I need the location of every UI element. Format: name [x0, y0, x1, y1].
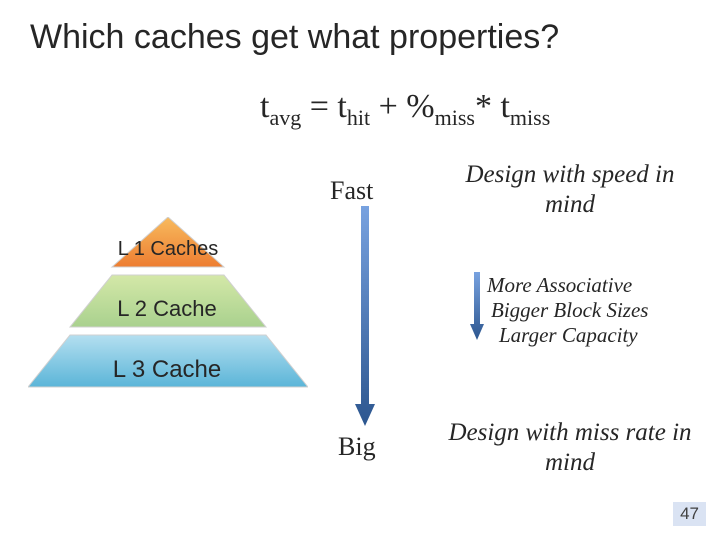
assoc-line-2: Bigger Block Sizes — [487, 298, 648, 323]
formula-miss1-sub: miss — [435, 105, 475, 130]
formula-tmiss-t: t — [500, 88, 509, 125]
formula-thit-t: t — [337, 88, 346, 125]
formula-miss2-sub: miss — [510, 105, 550, 130]
formula-plus: + — [370, 88, 406, 125]
associativity-list: More Associative Bigger Block Sizes Larg… — [487, 273, 648, 349]
assoc-line-3: Larger Capacity — [487, 323, 648, 348]
formula-avg-sub: avg — [269, 105, 301, 130]
design-miss-text: Design with miss rate in mind — [445, 418, 695, 478]
formula-pct: % — [406, 88, 434, 125]
formula-eq: = — [301, 88, 337, 125]
design-fast-text: Design with speed in mind — [455, 160, 685, 220]
fast-label: Fast — [330, 176, 373, 206]
big-label: Big — [338, 432, 376, 462]
assoc-line-1: More Associative — [487, 273, 648, 298]
associativity-arrow — [470, 272, 484, 340]
formula-star: * — [475, 88, 501, 125]
l2-label: L 2 Cache — [86, 296, 248, 322]
fast-to-big-arrow — [355, 206, 375, 426]
page-number: 47 — [673, 502, 706, 526]
formula: tavg = thit + %miss* tmiss — [260, 88, 550, 131]
l3-label: L 3 Cache — [68, 356, 266, 384]
formula-hit-sub: hit — [347, 105, 370, 130]
l1-label: L 1 Caches — [102, 238, 234, 261]
slide-title: Which caches get what properties? — [30, 18, 559, 57]
